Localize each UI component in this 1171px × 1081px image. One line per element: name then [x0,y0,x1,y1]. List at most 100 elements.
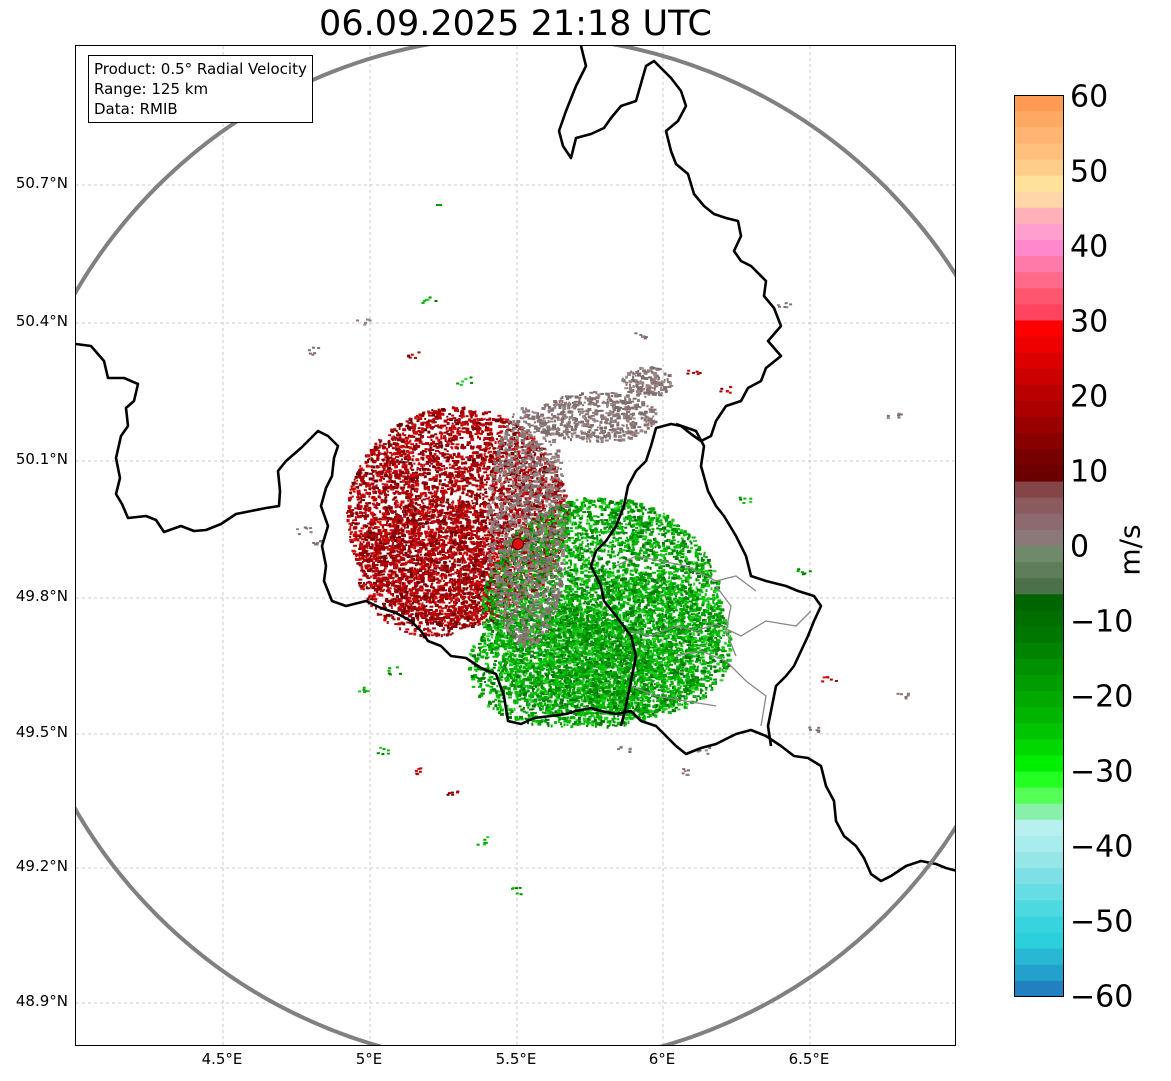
echo-pixel [492,493,495,497]
echo-pixel [475,515,480,519]
echo-pixel [528,451,531,455]
echo-pixel [476,418,481,422]
echo-pixel [422,471,426,474]
echo-pixel [378,587,383,591]
echo-pixel [536,491,539,495]
echo-pixel [478,511,482,514]
echo-pixel [382,538,385,542]
echo-pixel [398,422,403,426]
echo-pixel [452,594,455,597]
echo-pixel [388,603,393,607]
echo-pixel [420,532,423,535]
echo-pixel [400,532,405,535]
echo-pixel [468,562,471,565]
echo-pixel [375,536,379,539]
echo-pixel [471,618,476,622]
echo-pixel [431,503,435,507]
echo-pixel [445,426,448,430]
echo-pixel [375,526,380,529]
echo-pixel [406,508,411,511]
echo-pixel [418,531,421,535]
echo-pixel [429,446,433,449]
echo-pixel [429,541,434,545]
echo-pixel [414,541,418,545]
echo-pixel [419,494,423,498]
echo-pixel [390,598,395,601]
echo-pixel [494,503,498,506]
echo-pixel [443,619,446,623]
echo-pixel [376,503,381,506]
echo-pixel [497,567,502,571]
echo-pixel [469,454,472,458]
echo-pixel [557,483,560,487]
echo-pixel [447,626,450,630]
echo-pixel [403,514,407,518]
echo-pixel [378,438,381,441]
echo-pixel [459,617,462,620]
echo-pixel [451,422,454,425]
echo-pixel [439,594,442,598]
echo-pixel [454,513,458,516]
echo-pixel [378,560,382,563]
echo-pixel [373,581,377,585]
echo-pixel [409,576,413,579]
echo-pixel [371,502,375,505]
echo-pixel [437,623,442,627]
echo-pixel [374,554,378,558]
echo-pixel [346,519,349,523]
echo-pixel [373,598,378,601]
echo-pixel [472,575,476,578]
echo-pixel [399,583,402,586]
echo-pixel [400,603,404,606]
echo-pixel [499,575,504,578]
echo-pixel [430,439,433,441]
echo-pixel [419,634,423,638]
echo-pixel [417,453,422,456]
echo-pixel [468,549,470,553]
echo-pixel [350,514,354,518]
echo-pixel [399,433,402,437]
echo-pixel [517,474,521,478]
echo-pixel [429,522,434,524]
echo-pixel [470,587,472,591]
echo-pixel [374,546,379,550]
echo-pixel [451,438,456,442]
echo-pixel [456,487,461,491]
echo-pixel [469,540,472,543]
echo-pixel [496,458,500,462]
echo-pixel [453,521,457,525]
echo-pixel [515,426,519,429]
echo-pixel [479,480,482,483]
echo-pixel [552,526,557,529]
echo-pixel [534,452,537,456]
echo-pixel [406,621,411,624]
echo-pixel [359,497,362,500]
echo-pixel [511,447,516,451]
echo-pixel [408,588,412,591]
echo-pixel [445,556,450,559]
echo-pixel [475,616,479,619]
echo-pixel [546,498,551,501]
echo-pixel [385,585,389,588]
echo-pixel [434,415,439,418]
radar-map[interactable] [75,45,956,1046]
echo-pixel [399,506,401,509]
echo-pixel [461,592,464,594]
echo-pixel [425,535,429,537]
echo-pixel [396,475,400,478]
echo-pixel [479,481,484,485]
echo-pixel [358,578,363,581]
echo-pixel [539,515,542,519]
echo-pixel [461,470,466,474]
echo-pixel [399,477,402,480]
echo-pixel [474,465,477,468]
echo-pixel [359,547,361,551]
echo-pixel [423,544,426,548]
echo-pixel [375,471,380,475]
echo-pixel [459,512,464,515]
echo-pixel [431,547,436,551]
echo-pixel [465,415,469,418]
echo-pixel [466,431,469,434]
echo-pixel [482,575,486,578]
echo-pixel [382,467,386,471]
